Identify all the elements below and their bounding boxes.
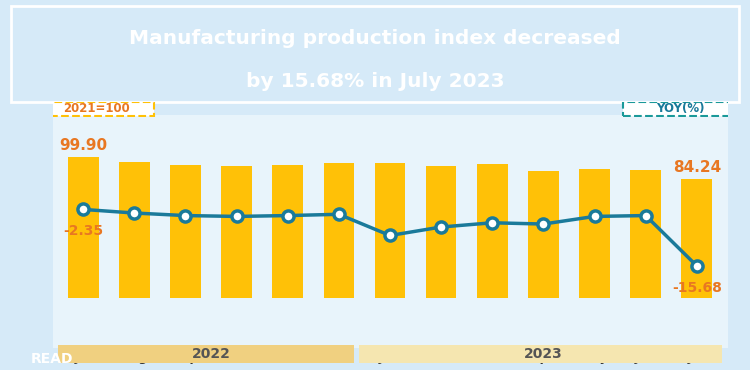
Text: YOY(%): YOY(%) <box>656 102 704 115</box>
FancyBboxPatch shape <box>359 345 722 363</box>
Bar <box>579 169 610 298</box>
Text: by 15.68% in July 2023: by 15.68% in July 2023 <box>246 72 504 91</box>
Text: READ: READ <box>32 352 74 366</box>
FancyBboxPatch shape <box>622 102 737 116</box>
Text: -15.68: -15.68 <box>672 281 722 295</box>
Bar <box>170 165 201 298</box>
Text: 84.24: 84.24 <box>673 160 721 175</box>
Bar <box>375 164 405 298</box>
FancyBboxPatch shape <box>39 102 154 116</box>
FancyBboxPatch shape <box>58 345 354 363</box>
Text: 2021=100: 2021=100 <box>63 102 130 115</box>
Bar <box>528 171 559 298</box>
Bar <box>68 157 98 298</box>
Text: Manufacturing production index decreased: Manufacturing production index decreased <box>129 29 621 48</box>
Bar <box>119 162 150 298</box>
Text: -2.35: -2.35 <box>63 224 104 238</box>
Bar <box>630 170 661 298</box>
Bar <box>682 179 712 298</box>
Text: 99.90: 99.90 <box>59 138 107 153</box>
Text: 2023: 2023 <box>524 347 562 361</box>
Bar <box>426 166 457 298</box>
Text: 2022: 2022 <box>191 347 230 361</box>
Bar <box>221 165 252 298</box>
Bar <box>477 164 508 298</box>
Bar <box>323 163 354 298</box>
Bar <box>272 165 303 298</box>
